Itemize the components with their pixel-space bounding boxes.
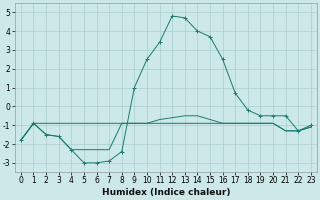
- X-axis label: Humidex (Indice chaleur): Humidex (Indice chaleur): [102, 188, 230, 197]
